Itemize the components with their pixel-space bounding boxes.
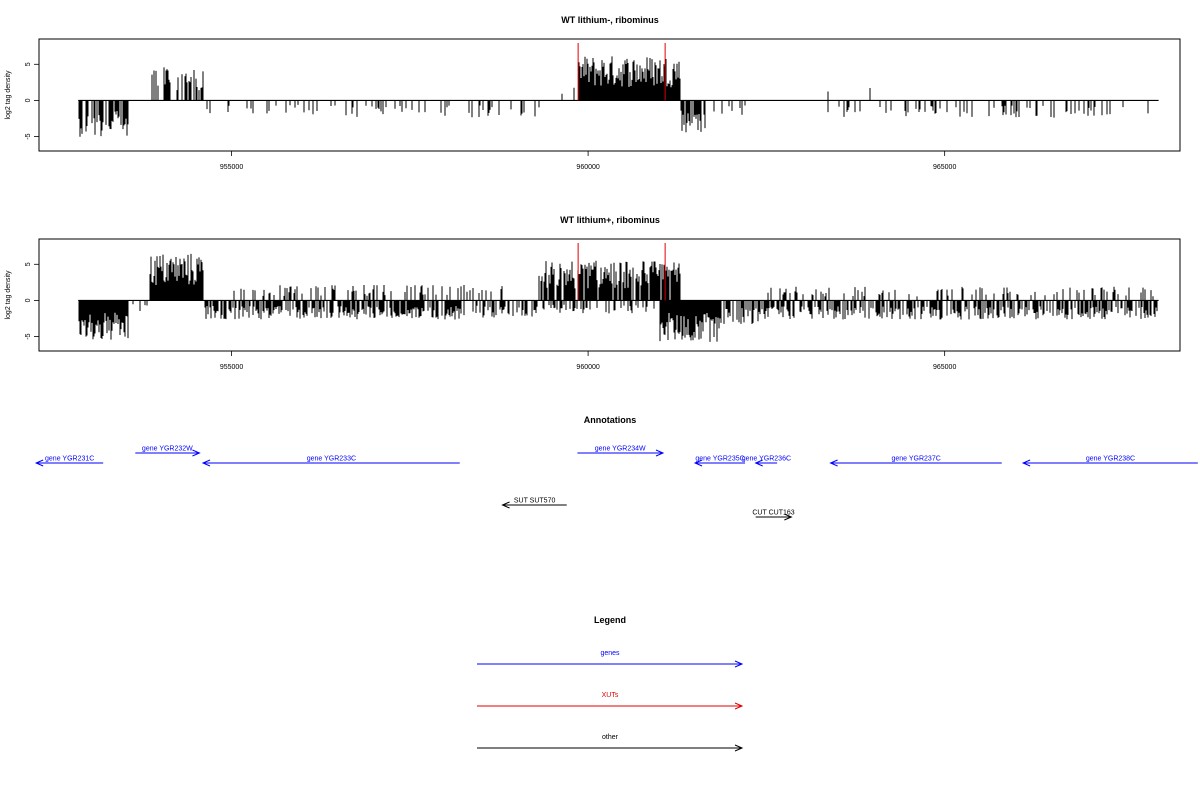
- legend-arrow: [477, 702, 744, 710]
- x-tick-label: 955000: [220, 364, 243, 371]
- annotation-arrow: [693, 459, 745, 467]
- annotation-arrow: [135, 449, 201, 457]
- annotation-arrow: [577, 449, 665, 457]
- annotation-arrow: [1021, 459, 1198, 467]
- annotation-label: gene YGR234W: [595, 446, 646, 453]
- signal-panel-lithium-plus: WT lithium+, ribominus log2 tag density …: [5, 215, 1181, 371]
- annotation-label: gene YGR232W: [142, 446, 193, 453]
- annotation-arrow: [501, 501, 567, 509]
- y-tick-label: -5: [25, 133, 32, 139]
- legend: Legend genes XUTs other: [477, 615, 744, 752]
- legend-title: Legend: [594, 615, 626, 625]
- x-axis: 955000 960000 965000: [220, 350, 956, 371]
- annotation-label: CUT CUT163: [752, 510, 794, 517]
- signal-bars: [78, 56, 1159, 137]
- annotation-arrow: [754, 459, 778, 467]
- annotation-label: gene YGR238C: [1086, 456, 1135, 463]
- y-axis-label: log2 tag density: [5, 270, 12, 320]
- annotation-arrow: [829, 459, 1002, 467]
- x-tick-label: 965000: [933, 164, 956, 171]
- legend-label: genes: [600, 650, 620, 657]
- annotation-label: gene YGR237C: [891, 456, 940, 463]
- annotation-label: SUT SUT570: [514, 498, 556, 505]
- x-tick-label: 960000: [576, 164, 599, 171]
- y-axis: -5 0 5: [25, 62, 40, 140]
- annotation-arrow: [755, 513, 793, 521]
- xut-boundary-markers: [577, 243, 666, 301]
- y-axis: -5 0 5: [25, 262, 40, 340]
- x-tick-label: 955000: [220, 164, 243, 171]
- x-tick-label: 965000: [933, 364, 956, 371]
- xut-boundary-markers: [577, 43, 666, 101]
- annotation-items: gene YGR231C gene YGR232W gene YGR233C gene…: [34, 446, 1198, 521]
- legend-label: XUTs: [602, 692, 619, 699]
- x-tick-label: 960000: [576, 364, 599, 371]
- y-tick-label: 5: [25, 62, 32, 66]
- annotation-arrow: [201, 459, 460, 467]
- signal-panel-lithium-minus: WT lithium-, ribominus log2 tag density …: [5, 15, 1181, 171]
- annotations-title: Annotations: [584, 415, 637, 425]
- x-axis: 955000 960000 965000: [220, 150, 956, 171]
- legend-arrow: [477, 660, 744, 668]
- annotation-label: gene YGR235C: [695, 456, 744, 463]
- y-axis-label: log2 tag density: [5, 70, 12, 120]
- annotation-label: gene YGR233C: [307, 456, 356, 463]
- y-tick-label: 0: [25, 298, 32, 302]
- panel-title: WT lithium+, ribominus: [560, 215, 660, 225]
- y-tick-label: 5: [25, 262, 32, 266]
- legend-label: other: [602, 734, 619, 741]
- y-tick-label: 0: [25, 98, 32, 102]
- y-tick-label: -5: [25, 333, 32, 339]
- annotation-label: gene YGR236C: [742, 456, 791, 463]
- panel-title: WT lithium-, ribominus: [561, 15, 659, 25]
- signal-bars: [78, 253, 1159, 342]
- annotation-label: gene YGR231C: [45, 456, 94, 463]
- legend-entries: genes XUTs other: [477, 650, 744, 752]
- legend-arrow: [477, 744, 744, 752]
- annotation-arrow: [34, 459, 104, 467]
